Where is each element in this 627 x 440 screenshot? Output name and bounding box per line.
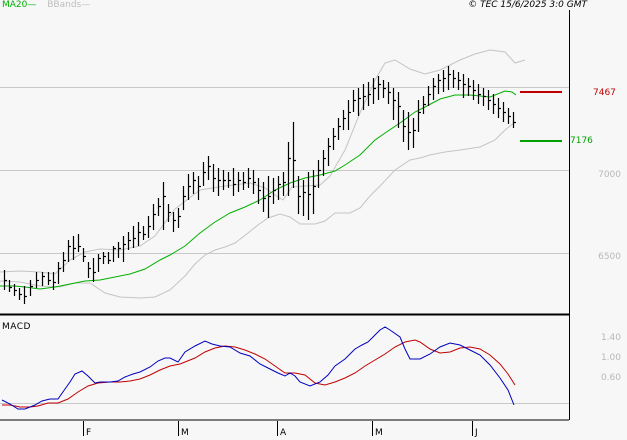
legend-ma20: MA20— <box>2 0 37 10</box>
month-label-may: M <box>375 428 383 438</box>
month-ticks <box>83 421 473 436</box>
bbands-lower <box>0 121 516 299</box>
ma20-line <box>0 90 517 290</box>
macd-tick-1.40: 1.40 <box>600 333 621 343</box>
bbands-upper <box>0 49 526 275</box>
price-tick-6500: 6500 <box>598 252 621 262</box>
copyright-text: © TEC 15/6/2025 3:0 GMT <box>468 0 587 10</box>
resistance-label: 7467 <box>593 88 616 98</box>
price-tick-7000: 7000 <box>598 170 621 180</box>
macd-tick-0.60: 0.60 <box>600 373 621 383</box>
support-label: 7176 <box>570 136 593 146</box>
month-label-mar: M <box>181 428 189 438</box>
legend-bbands: BBands— <box>47 0 91 10</box>
macd-tick-1.00: 1.00 <box>600 353 621 363</box>
price-bars <box>3 66 516 304</box>
macd-title: MACD <box>2 322 31 332</box>
month-label-feb: F <box>86 428 92 438</box>
chart-legend: MA20— BBands— <box>2 0 90 11</box>
price-grid <box>0 87 569 404</box>
month-label-jun: J <box>475 428 478 438</box>
macd-signal-line <box>2 339 516 408</box>
month-label-apr: A <box>280 428 287 438</box>
macd-line <box>1 326 515 410</box>
